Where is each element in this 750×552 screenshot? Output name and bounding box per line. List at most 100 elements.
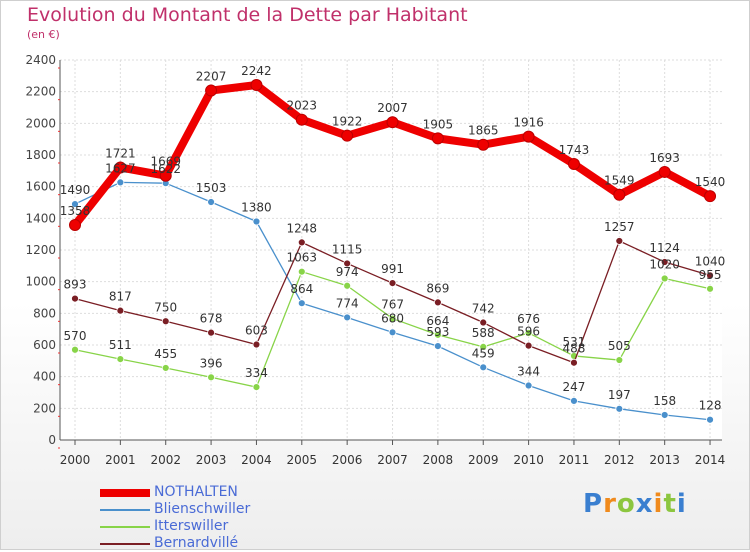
legend-label: Bernardvillé: [154, 535, 239, 551]
data-label: 1248: [287, 221, 318, 235]
y-tick-label: 1400: [25, 211, 56, 225]
data-point: [116, 178, 125, 187]
data-label: 1115: [332, 242, 363, 256]
data-label: 1622: [150, 162, 181, 176]
chart-title: Evolution du Montant de la Dette par Hab…: [27, 4, 468, 26]
x-tick-label: 2004: [241, 453, 272, 467]
x-tick-label: 2000: [60, 453, 91, 467]
legend-label: NOTHALTEN: [154, 484, 238, 500]
x-tick-label: 2012: [604, 453, 635, 467]
data-point: [660, 411, 669, 419]
data-point: [706, 415, 714, 424]
data-label: 678: [200, 312, 223, 326]
data-label: 1916: [513, 116, 544, 130]
data-point: [207, 328, 215, 337]
logo-letter: o: [616, 489, 636, 519]
legend-item: Blienschwiller: [100, 501, 250, 518]
data-label: 459: [472, 346, 495, 360]
data-point: [159, 169, 172, 182]
data-label: 774: [336, 296, 359, 310]
data-label: 158: [653, 394, 676, 408]
legend-swatch: [100, 508, 150, 511]
logo-letter: t: [663, 489, 677, 519]
data-label: 955: [699, 268, 722, 282]
data-point: [69, 218, 81, 231]
legend-label: Itterswiller: [154, 518, 229, 534]
data-point: [205, 84, 218, 97]
data-label: 893: [64, 278, 87, 292]
data-label: 680: [381, 311, 404, 325]
data-label: 864: [290, 282, 313, 296]
data-point: [116, 306, 125, 315]
y-tick-label: 0: [48, 433, 56, 447]
data-point: [161, 317, 170, 326]
data-point: [71, 345, 79, 354]
data-point: [343, 313, 352, 322]
data-point: [252, 383, 261, 392]
y-tick-label: 200: [33, 401, 56, 415]
logo-letter: x: [635, 489, 654, 519]
data-label: 1063: [287, 251, 318, 265]
y-tick-label: 400: [33, 370, 56, 384]
data-label: 505: [608, 339, 631, 353]
data-label: 1540: [695, 175, 726, 189]
data-label: 2007: [377, 101, 408, 115]
data-label: 588: [472, 326, 495, 340]
y-tick-label: 2000: [25, 116, 56, 130]
data-label: 344: [517, 365, 540, 379]
data-label: 531: [563, 335, 586, 349]
legend-item: NOTHALTEN: [100, 484, 250, 501]
x-tick-label: 2010: [513, 453, 544, 467]
data-label: 1257: [604, 220, 635, 234]
data-label: 750: [154, 300, 177, 314]
data-point: [207, 198, 215, 206]
data-point: [706, 271, 714, 280]
data-point: [388, 328, 397, 337]
y-tick-label: 1000: [25, 275, 56, 289]
x-tick-label: 2006: [332, 453, 363, 467]
x-tick-label: 2002: [150, 453, 181, 467]
data-point: [704, 190, 717, 203]
data-point: [522, 130, 535, 143]
data-point: [479, 363, 488, 372]
x-tick-label: 2007: [377, 453, 408, 467]
legend-item: Bernardvillé: [100, 535, 250, 552]
data-point: [207, 373, 215, 382]
data-point: [570, 396, 578, 405]
data-label: 1549: [604, 174, 635, 188]
data-point: [433, 342, 442, 351]
data-point: [297, 238, 306, 247]
y-tick-label: 2400: [25, 53, 56, 67]
data-label: 1669: [150, 155, 181, 169]
x-tick-label: 2005: [287, 453, 318, 467]
data-point: [615, 356, 624, 364]
data-point: [479, 318, 488, 327]
y-tick-label: 1600: [25, 180, 56, 194]
data-point: [660, 274, 669, 283]
x-tick-label: 2003: [196, 453, 227, 467]
data-label: 1743: [559, 143, 590, 157]
data-point: [658, 165, 671, 178]
data-label: 1627: [105, 161, 136, 175]
legend-item: Itterswiller: [100, 518, 250, 535]
data-point: [615, 404, 624, 413]
legend-label: Blienschwiller: [154, 501, 251, 517]
data-label: 742: [472, 302, 495, 316]
data-label: 869: [426, 281, 449, 295]
data-label: 676: [517, 312, 540, 326]
data-label: 1124: [649, 241, 680, 255]
x-tick-label: 2011: [559, 453, 590, 467]
data-label: 1905: [423, 117, 454, 131]
data-label: 603: [245, 324, 268, 338]
data-point: [433, 330, 442, 339]
data-point: [341, 129, 354, 142]
data-point: [477, 138, 490, 151]
data-label: 664: [426, 314, 449, 328]
data-point: [433, 298, 442, 307]
data-point: [161, 364, 170, 372]
data-point: [114, 161, 127, 174]
chart-legend: NOTHALTEN Blienschwiller Itterswiller Berna…: [100, 484, 250, 552]
data-label: 455: [154, 347, 177, 361]
x-tick-label: 2009: [468, 453, 499, 467]
data-point: [252, 340, 261, 349]
